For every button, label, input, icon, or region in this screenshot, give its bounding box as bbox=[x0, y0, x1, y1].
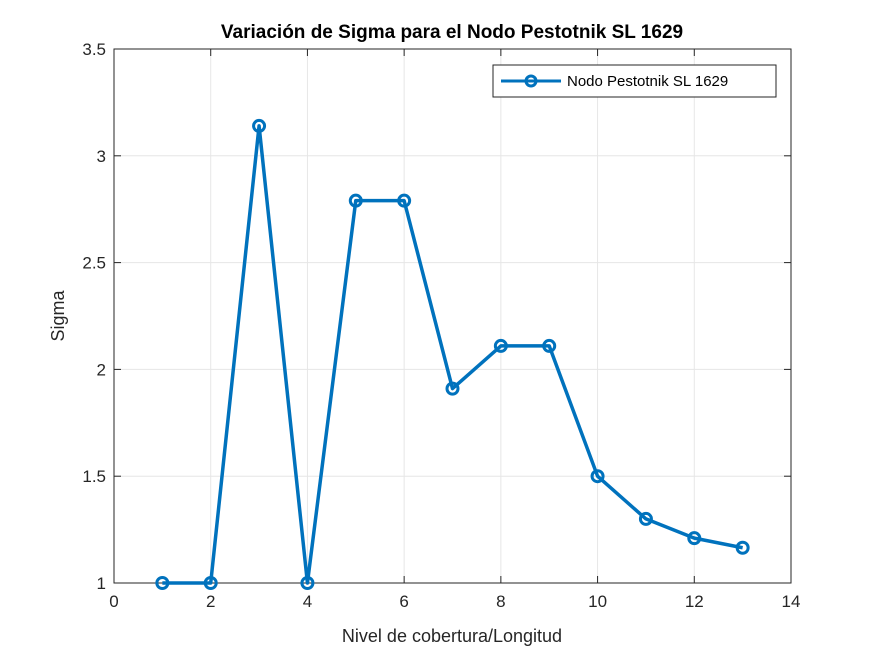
x-tick-label: 10 bbox=[588, 592, 607, 611]
x-axis-label: Nivel de cobertura/Longitud bbox=[342, 626, 562, 646]
y-tick-label: 1 bbox=[97, 574, 106, 593]
legend: Nodo Pestotnik SL 1629 bbox=[492, 64, 777, 98]
series-layer bbox=[155, 118, 750, 590]
data-point-marker bbox=[590, 469, 605, 484]
series-line bbox=[162, 124, 743, 585]
data-point-marker bbox=[348, 193, 363, 208]
plot-area bbox=[114, 49, 791, 583]
data-point-marker bbox=[735, 540, 750, 555]
axes-frame bbox=[113, 48, 792, 584]
x-tick-label: 0 bbox=[109, 592, 118, 611]
x-tick-label: 8 bbox=[496, 592, 505, 611]
y-tick-label: 2 bbox=[97, 360, 106, 379]
y-tick-label: 3.5 bbox=[82, 40, 106, 59]
legend-marker-sample bbox=[524, 74, 538, 88]
legend-entry-label: Nodo Pestotnik SL 1629 bbox=[567, 73, 728, 90]
data-point-marker bbox=[638, 511, 653, 526]
y-axis-label: Sigma bbox=[48, 290, 68, 342]
x-tick-label: 4 bbox=[303, 592, 312, 611]
data-point-marker bbox=[687, 531, 702, 546]
x-tick-label: 2 bbox=[206, 592, 215, 611]
data-point-marker bbox=[203, 576, 218, 590]
data-point-marker bbox=[155, 576, 170, 590]
y-tick-label: 3 bbox=[97, 147, 106, 166]
chart-title: Variación de Sigma para el Nodo Pestotni… bbox=[221, 22, 683, 43]
x-tick-label: 12 bbox=[685, 592, 704, 611]
axes-box bbox=[113, 48, 792, 584]
x-tick-label: 6 bbox=[399, 592, 408, 611]
ticks: 0 2 4 6 8 10 12 14 1 1.5 2 2.5 3 3.5 bbox=[82, 40, 800, 611]
data-point-marker bbox=[397, 193, 412, 208]
y-tick-label: 2.5 bbox=[82, 254, 106, 273]
data-point-marker bbox=[252, 118, 267, 133]
grid bbox=[114, 49, 791, 583]
data-point-marker bbox=[300, 576, 315, 590]
data-point-marker bbox=[445, 381, 460, 396]
data-point-marker bbox=[542, 338, 557, 353]
y-tick-label: 1.5 bbox=[82, 467, 106, 486]
data-point-marker bbox=[493, 338, 508, 353]
x-tick-label: 14 bbox=[782, 592, 801, 611]
